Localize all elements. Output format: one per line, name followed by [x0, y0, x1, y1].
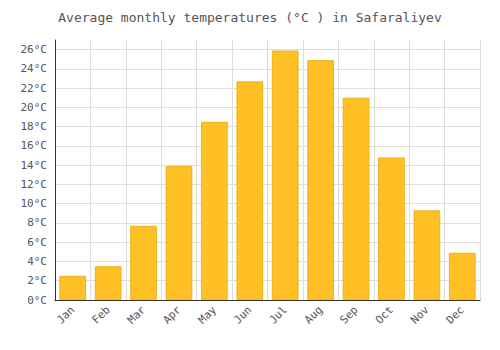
svg-text:Aug: Aug: [302, 303, 325, 326]
svg-text:Dec: Dec: [444, 303, 467, 326]
svg-text:Sep: Sep: [337, 303, 360, 326]
svg-text:16°C: 16°C: [21, 139, 48, 152]
svg-text:4°C: 4°C: [27, 255, 47, 268]
svg-text:Oct: Oct: [373, 303, 396, 326]
svg-text:20°C: 20°C: [21, 101, 48, 114]
svg-text:24°C: 24°C: [21, 62, 48, 75]
svg-text:Apr: Apr: [160, 303, 183, 326]
svg-text:8°C: 8°C: [27, 216, 47, 229]
svg-text:10°C: 10°C: [21, 197, 48, 210]
svg-text:May: May: [196, 303, 219, 326]
svg-text:18°C: 18°C: [21, 120, 48, 133]
svg-text:2°C: 2°C: [27, 274, 47, 287]
svg-text:Nov: Nov: [408, 303, 431, 326]
svg-text:14°C: 14°C: [21, 159, 48, 172]
svg-text:0°C: 0°C: [27, 294, 47, 307]
svg-text:12°C: 12°C: [21, 178, 48, 191]
svg-text:Feb: Feb: [89, 303, 112, 326]
svg-text:6°C: 6°C: [27, 236, 47, 249]
svg-text:Mar: Mar: [125, 303, 148, 326]
svg-text:Average monthly temperatures (: Average monthly temperatures (°C ) in Sa…: [58, 10, 442, 25]
svg-text:22°C: 22°C: [21, 82, 48, 95]
svg-text:Jan: Jan: [54, 303, 77, 326]
svg-text:26°C: 26°C: [21, 43, 48, 56]
svg-text:Jul: Jul: [267, 303, 290, 326]
svg-text:Jun: Jun: [231, 303, 254, 326]
